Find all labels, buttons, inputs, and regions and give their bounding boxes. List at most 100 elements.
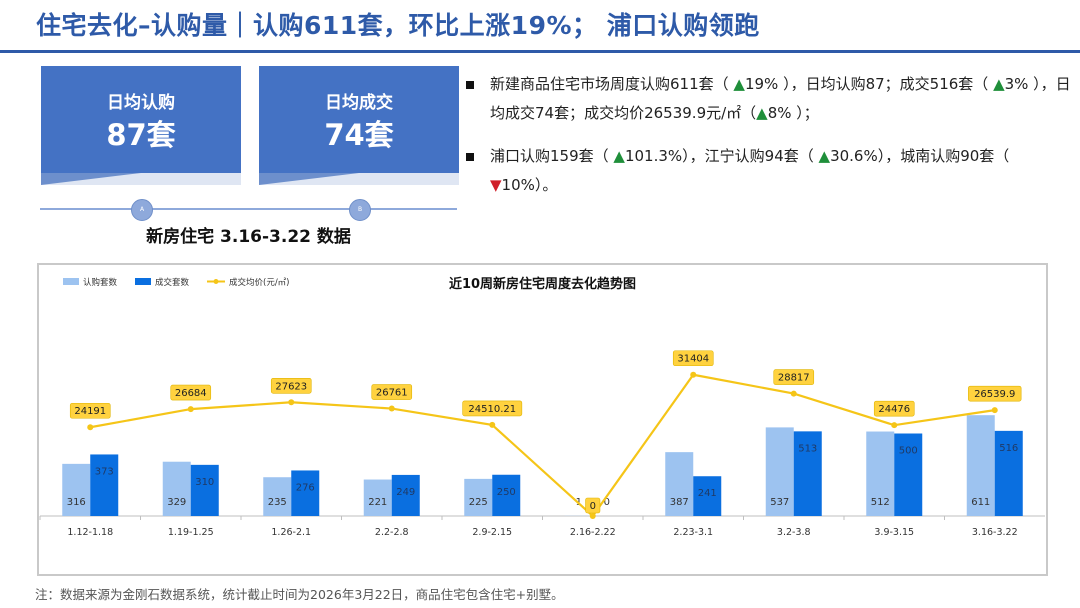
price-point [891, 422, 898, 429]
legend-marker-2 [213, 279, 219, 284]
bar-subscription [162, 461, 191, 516]
timeline-dot-b: B [349, 199, 371, 221]
x-tick-label: 2.23-3.1 [673, 527, 713, 538]
summary-bullet-market: 新建商品住宅市场周度认购611套（ ▲19% ），日均认购87；成交516套（ … [464, 70, 1074, 128]
title-rule [0, 50, 1080, 53]
bar-label-deal: 241 [698, 488, 717, 499]
x-tick-label: 3.2-3.8 [777, 527, 811, 538]
bar-label-deal: 500 [899, 446, 918, 457]
price-label: 24476 [878, 404, 910, 415]
kpi-card-tail [41, 173, 141, 185]
price-point [187, 406, 194, 413]
price-point [288, 399, 295, 406]
price-label-box [270, 377, 312, 394]
price-label-box [371, 384, 413, 400]
bar-deal [291, 470, 320, 516]
kpi-card-daily-subscription: 日均认购 87套 [41, 66, 241, 173]
bar-subscription [665, 452, 694, 516]
kpi-label: 日均成交 [325, 93, 393, 113]
x-tick-label: 2.9-2.15 [472, 527, 512, 538]
summary-bullet-districts: 浦口认购159套（ ▲101.3%），江宁认购94套（ ▲30.6%），城南认购… [464, 142, 1074, 200]
bar-deal [693, 476, 722, 516]
page-title: 住宅去化–认购量｜认购611套，环比上涨19%； 浦口认购领跑 [36, 11, 760, 40]
bar-label-subscription: 221 [368, 497, 387, 508]
bar-deal [793, 431, 822, 516]
price-label-box [462, 400, 523, 417]
bar-deal [90, 454, 119, 516]
bar-subscription [765, 427, 794, 516]
legend-swatch-1 [135, 278, 151, 285]
price-label: 31404 [677, 354, 709, 365]
weekly-trend-chart: 近10周新房住宅周度去化趋势图 认购套数 成交套数 成交均价(元/㎡) 316 373 1.… [39, 276, 1045, 538]
bar-label-subscription: 235 [268, 497, 287, 508]
bar-subscription [866, 431, 895, 516]
bar-label-deal: 516 [999, 443, 1018, 454]
price-point [991, 407, 998, 414]
bullet-text: ），城南认购90套（ [877, 147, 1010, 165]
bar-deal [190, 464, 219, 516]
price-line [90, 373, 995, 518]
bar-deal [492, 474, 521, 516]
data-period-label: 新房住宅 3.16-3.22 数据 [146, 227, 351, 247]
bar-label-deal: 250 [497, 487, 516, 498]
up-arrow-icon: ▲ [733, 75, 745, 93]
bar-label-subscription: 512 [871, 497, 890, 508]
price-label-box [585, 497, 601, 514]
bar-deal [994, 430, 1023, 516]
x-tick-label: 3.16-3.22 [972, 527, 1018, 538]
legend-label-0: 认购套数 [83, 277, 118, 288]
kpi-value: 87套 [106, 118, 176, 152]
bar-label-subscription: 611 [971, 497, 990, 508]
bar-deal [894, 433, 923, 516]
x-tick-label: 2.2-2.8 [375, 527, 409, 538]
x-tick-label: 1.12-1.18 [67, 527, 113, 538]
legend-swatch-0 [63, 278, 79, 285]
legend-label-1: 成交套数 [155, 277, 190, 288]
summary-bullets: 新建商品住宅市场周度认购611套（ ▲19% ），日均认购87；成交516套（ … [464, 70, 1074, 214]
bar-label-deal: 373 [95, 466, 114, 477]
price-point [589, 513, 596, 519]
bar-label-subscription: 387 [670, 497, 689, 508]
price-label: 0 [590, 501, 596, 512]
price-point [489, 421, 496, 428]
price-label: 24510.21 [468, 404, 516, 415]
bar-label-deal: 513 [798, 443, 817, 454]
price-label: 28817 [778, 373, 810, 384]
timeline-line [40, 208, 457, 210]
bar-label-deal: 249 [396, 487, 415, 498]
bullet-value: 3% [1004, 75, 1029, 93]
price-label-box [170, 384, 212, 401]
bullet-text: ）； [791, 104, 819, 122]
bullet-text: ），日均认购87；成交516套（ [778, 75, 994, 93]
bar-label-deal: 276 [296, 482, 315, 493]
up-arrow-icon: ▲ [993, 75, 1005, 93]
bullet-value: 30.6% [830, 147, 878, 165]
price-label-box [672, 350, 714, 367]
x-tick-label: 1.19-1.25 [168, 527, 214, 538]
bullet-text: ），江宁认购94套（ [682, 147, 819, 165]
price-point [790, 390, 797, 397]
up-arrow-icon: ▲ [613, 147, 625, 165]
bar-deal [391, 474, 420, 516]
bullet-text: 新建商品住宅市场周度认购611套（ [490, 75, 734, 93]
timeline-dot-a: A [131, 199, 153, 221]
kpi-value: 74套 [324, 118, 394, 152]
bullet-square-icon [466, 153, 474, 161]
bar-label-subscription: 329 [167, 497, 186, 508]
bar-label-subscription: 316 [67, 497, 86, 508]
bullet-text: 浦口认购159套（ [490, 147, 614, 165]
bar-label-subscription: 225 [469, 497, 488, 508]
bullet-text: ），日均成交74套；成交均价26539.9元/㎡（ [490, 75, 1071, 122]
up-arrow-icon: ▲ [818, 147, 831, 165]
price-label-box [773, 369, 815, 385]
price-point [87, 424, 94, 431]
legend-label-2: 成交均价(元/㎡) [229, 277, 290, 288]
kpi-card-daily-deal: 日均成交 74套 [259, 66, 459, 173]
bar-subscription [363, 479, 392, 516]
bullet-value: 10% [501, 176, 535, 194]
kpi-card-tail [259, 173, 359, 185]
price-label: 27623 [275, 381, 307, 392]
chart-title: 近10周新房住宅周度去化趋势图 [449, 276, 636, 292]
x-tick-label: 2.16-2.22 [570, 527, 616, 538]
kpi-label: 日均认购 [107, 93, 175, 113]
